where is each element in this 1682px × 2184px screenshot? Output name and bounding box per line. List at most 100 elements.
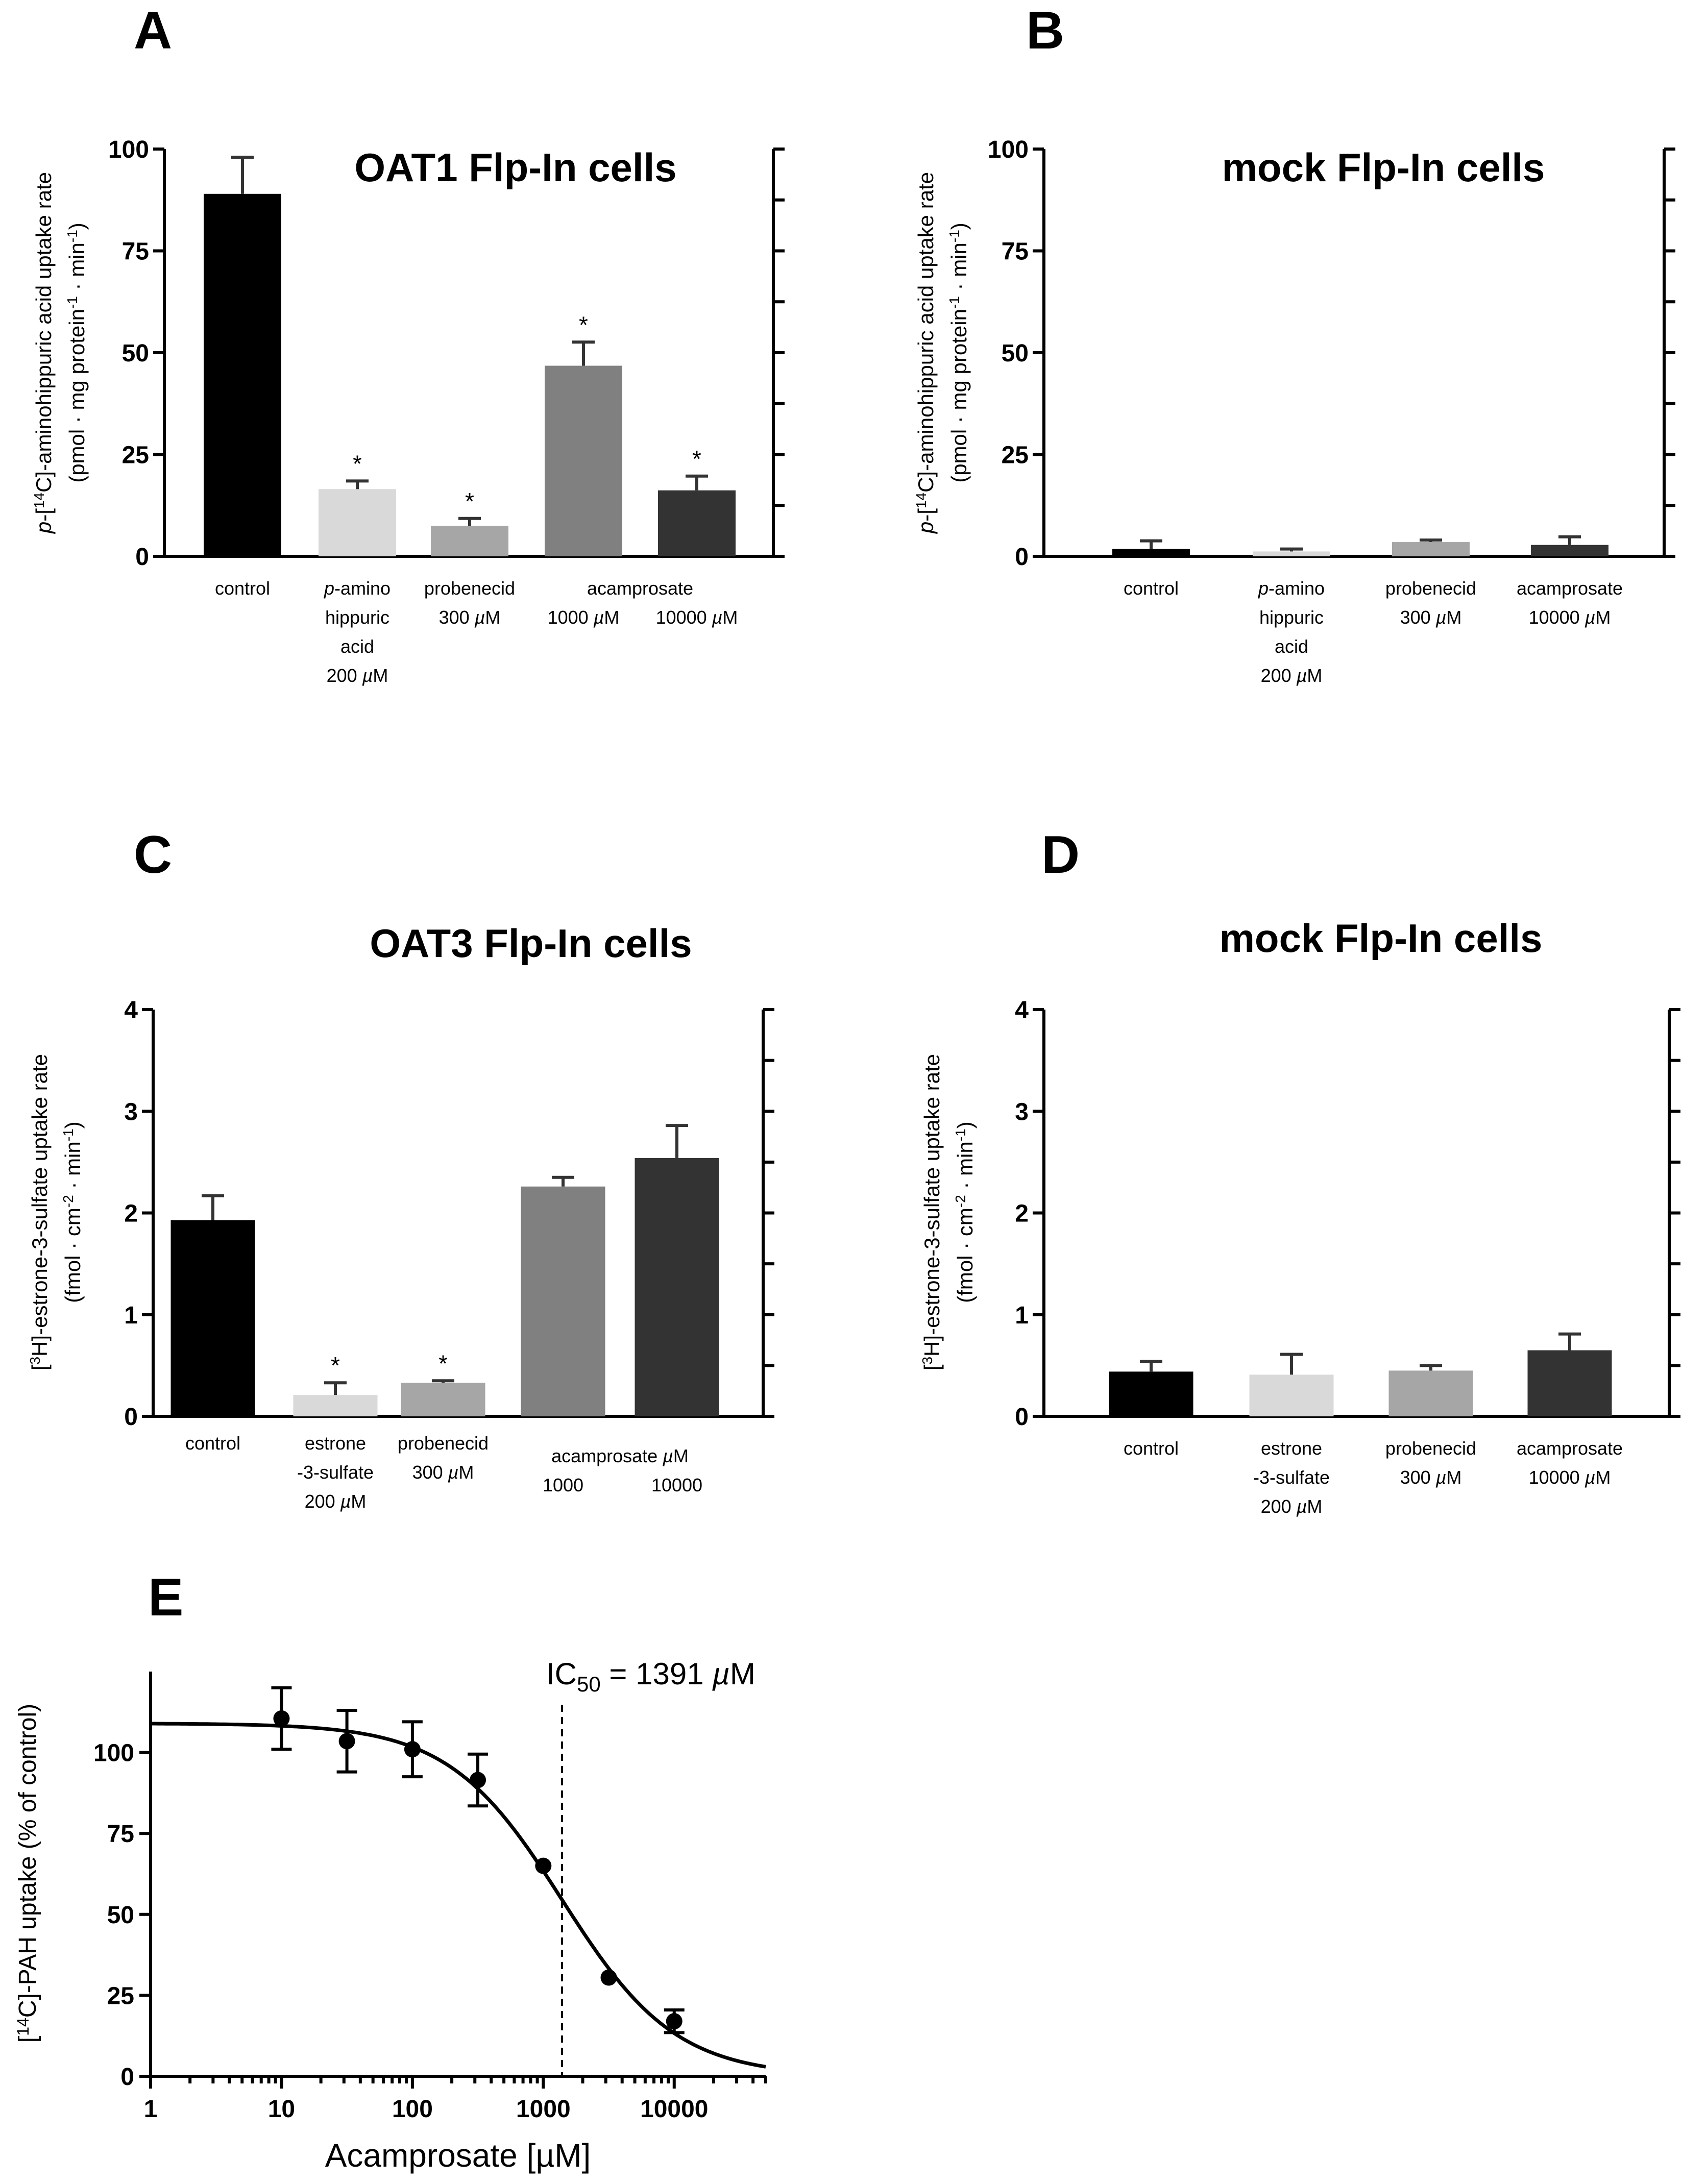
panel-e: E 0 25 50 75 100 1 10 100 1000 10000 Acamprosate …	[14, 1568, 767, 2174]
panel-e-fit-curve	[151, 1722, 766, 2069]
panel-d-category-label-3: 300 µM	[1400, 1467, 1462, 1488]
panel-c-significance-star-2: *	[331, 1352, 340, 1379]
panel-d-category-label-2: -3-sulfate	[1253, 1467, 1330, 1488]
panel-b-ytick-label: 0	[1015, 544, 1029, 571]
panel-b-bar-4	[1531, 545, 1608, 556]
panel-e-y-axis-title: [14C]-PAH uptake (% of control)	[14, 1704, 41, 2043]
panel-d-ytick-label: 2	[1015, 1200, 1029, 1228]
panel-a-category-label-1: control	[215, 578, 270, 599]
panel-c-bar-5	[635, 1158, 719, 1416]
panel-d-category-label-2: estrone	[1261, 1438, 1322, 1459]
panel-e-xtick-label: 10000	[640, 2096, 708, 2123]
panel-d-title: mock Flp-In cells	[1220, 916, 1543, 961]
panel-b-y-title-line2: (pmol · mg protein-1 · min-1)	[946, 223, 971, 483]
panel-a-group-label-1: acamprosate	[587, 578, 693, 599]
panel-c-y-axis-title: [3H]-estrone-3-sulfate uptake rate (fmol …	[27, 1054, 85, 1370]
panel-a-significance-star-4: *	[579, 311, 588, 338]
panel-a-category-labels: control p-amino hippuric acid 200 µM probenec…	[215, 578, 738, 686]
panel-b-bar-3	[1392, 542, 1470, 556]
panel-b-ytick-label: 50	[1002, 340, 1029, 367]
panel-c-bar-2	[293, 1395, 378, 1416]
panel-label-a: A	[134, 1, 172, 60]
panel-a-y-title-line2: (pmol · mg protein-1 · min-1)	[64, 223, 89, 483]
panel-d-category-label-4: acamprosate	[1517, 1438, 1623, 1459]
panel-d-bar-4	[1527, 1350, 1612, 1416]
panel-a-y-title-line1: p-[14C]-aminohippuric acid uptake rate	[31, 172, 56, 534]
panel-b-bar-1	[1112, 549, 1190, 556]
panel-b-axes: 0 25 50 75 100	[988, 136, 1675, 571]
panel-c-bar-1	[170, 1220, 255, 1416]
panel-e-ytick-label: 75	[107, 1821, 134, 1848]
panel-a-category-label-2: p-amino	[324, 578, 391, 599]
panel-b-category-label-4: acamprosate	[1517, 578, 1623, 599]
panel-a-bars: * * * *	[204, 155, 736, 556]
panel-c-category-label-3: 300 µM	[412, 1462, 474, 1483]
panel-c-ytick-label: 1	[124, 1302, 138, 1329]
panel-e-data-point	[404, 1741, 421, 1758]
panel-b-ytick-label: 100	[988, 136, 1029, 163]
panel-b-category-label-2: acid	[1275, 636, 1308, 657]
panel-c-ytick-label: 4	[124, 997, 138, 1024]
panel-e-axes: 0 25 50 75 100 1 10 100 1000 10000	[93, 1672, 767, 2123]
panel-a-category-label-2: 200 µM	[327, 665, 388, 686]
panel-a-significance-star-2: *	[353, 450, 362, 477]
panel-b-title: mock Flp-In cells	[1222, 145, 1545, 190]
panel-e-ytick-label: 50	[107, 1902, 134, 1929]
panel-b-bars	[1112, 535, 1608, 556]
panel-e-data-point	[338, 1733, 355, 1750]
panel-e-xtick-label: 10	[268, 2096, 295, 2123]
panel-b-y-axis-title: p-[14C]-aminohippuric acid uptake rate (p…	[913, 172, 971, 534]
panel-d-y-axis-title: [3H]-estrone-3-sulfate uptake rate (fmol …	[919, 1054, 977, 1370]
panel-d-bar-1	[1109, 1371, 1193, 1416]
panel-a-category-label-2: hippuric	[325, 607, 389, 628]
panel-d-bar-3	[1388, 1370, 1473, 1416]
panel-d-ytick-label: 3	[1015, 1098, 1029, 1125]
panel-c-category-label-3: probenecid	[398, 1433, 489, 1454]
panel-e-xtick-label: 1	[144, 2096, 158, 2123]
panel-a-y-axis-title: p-[14C]-aminohippuric acid uptake rate (p…	[31, 172, 89, 534]
panel-a: A OAT1 Flp-In cells p-[14C]-aminohippuri…	[31, 1, 785, 686]
panel-e-data-point	[666, 2013, 682, 2030]
panel-a-significance-star-3: *	[465, 488, 474, 514]
panel-e-x-axis-title: Acamprosate [µM]	[325, 2137, 591, 2174]
panel-c-category-label-4: 1000	[543, 1475, 583, 1495]
panel-b-bar-2	[1253, 551, 1330, 556]
panel-c-bar-3	[401, 1383, 485, 1416]
panel-a-ytick-label: 25	[122, 442, 149, 469]
panel-a-bar-2	[319, 489, 396, 556]
panel-d-y-title-line1: [3H]-estrone-3-sulfate uptake rate	[919, 1054, 944, 1370]
panel-d-bar-2	[1249, 1375, 1334, 1416]
panel-d-category-label-2: 200 µM	[1261, 1496, 1323, 1517]
panel-e-xtick-label: 100	[392, 2096, 433, 2123]
panel-b-category-labels: control p-amino hippuric acid 200 µM probenec…	[1124, 578, 1623, 686]
panel-b-category-label-1: control	[1124, 578, 1179, 599]
panel-d-ytick-label: 0	[1015, 1404, 1029, 1431]
panel-e-data-point	[535, 1857, 552, 1874]
panel-a-category-label-4: 1000 µM	[548, 607, 620, 628]
panel-e-ytick-label: 0	[120, 2064, 134, 2091]
panel-a-significance-star-5: *	[692, 446, 701, 472]
panel-c-category-labels: control estrone -3-sulfate 200 µM probenecid…	[185, 1433, 702, 1512]
panel-d: D mock Flp-In cells [3H]-estrone-3-sulfa…	[919, 825, 1680, 1517]
panel-c-ytick-label: 0	[124, 1404, 138, 1431]
panel-c-significance-star-3: *	[438, 1350, 448, 1377]
panel-c-y-title-line1: [3H]-estrone-3-sulfate uptake rate	[27, 1054, 52, 1370]
panel-a-category-label-3: 300 µM	[439, 607, 501, 628]
panel-e-data-point	[470, 1772, 486, 1788]
panel-e-data-point	[273, 1710, 290, 1727]
panel-label-d: D	[1041, 825, 1080, 885]
panel-a-category-label-5: 10000 µM	[656, 607, 738, 628]
panel-b-ytick-label: 75	[1002, 238, 1029, 265]
panel-c-ytick-label: 3	[124, 1098, 138, 1125]
panel-a-bar-4	[545, 365, 622, 556]
panel-c-category-label-2: estrone	[305, 1433, 366, 1454]
panel-b: B mock Flp-In cells p-[14C]-aminohippuri…	[913, 1, 1675, 686]
panel-a-ytick-label: 0	[135, 544, 149, 571]
panel-a-ytick-label: 50	[122, 340, 149, 367]
panel-e-xtick-label: 1000	[516, 2096, 571, 2123]
panel-a-title: OAT1 Flp-In cells	[354, 145, 676, 190]
panel-a-bar-3	[431, 526, 508, 556]
panel-b-category-label-4: 10000 µM	[1529, 607, 1611, 628]
panel-c: C OAT3 Flp-In cells [3H]-estrone-3-sulfa…	[27, 825, 774, 1512]
panel-d-ytick-label: 1	[1015, 1302, 1029, 1329]
